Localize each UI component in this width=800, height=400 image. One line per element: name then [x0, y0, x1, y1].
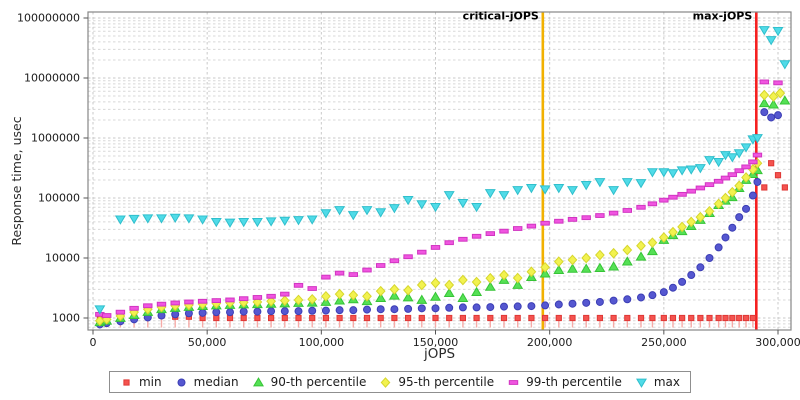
- y-tick-label: 100000: [38, 192, 80, 205]
- p90-marker-icon: [252, 376, 264, 386]
- legend-label: 99-th percentile: [526, 375, 622, 389]
- x-tick-label: 300,000: [755, 336, 800, 349]
- legend-label: 90-th percentile: [270, 375, 367, 389]
- legend-label: median: [193, 375, 239, 389]
- x-tick-label: 100,000: [299, 336, 345, 349]
- series-p95: [94, 87, 786, 327]
- axes: 0 50,000 100,000 150,000 200,000 250,000 300,0…: [17, 12, 800, 350]
- y-axis-title: Response time, usec: [9, 116, 24, 246]
- y-tick-label: 100000000: [17, 12, 80, 25]
- legend-item-max: max: [635, 375, 680, 389]
- series-median: [95, 108, 782, 329]
- x-tick-label: 50,000: [188, 336, 227, 349]
- max-marker-icon: [635, 378, 647, 388]
- legend-label: 95-th percentile: [398, 375, 495, 389]
- y-tick-label: 1000: [52, 312, 80, 325]
- p99-marker-icon: [508, 379, 519, 385]
- series-p99: [95, 79, 783, 318]
- legend-row: min median 90-th percentile 95-th percentil…: [0, 371, 800, 393]
- legend: min median 90-th percentile 95-th percentil…: [108, 371, 692, 393]
- legend-label: min: [138, 375, 162, 389]
- x-tick-label: 200,000: [527, 336, 573, 349]
- plot-frame: [87, 11, 792, 331]
- y-tick-label: 1000000: [31, 132, 80, 145]
- p95-marker-icon: [380, 376, 391, 388]
- critical-jops-label: critical-jOPS: [463, 10, 539, 23]
- min-marker-icon: [123, 378, 130, 386]
- legend-item-p95: 95-th percentile: [379, 375, 494, 389]
- legend-item-median: median: [175, 375, 239, 389]
- legend-item-p99: 99-th percentile: [507, 375, 622, 389]
- y-tick-label: 10000: [45, 252, 80, 265]
- legend-item-min: min: [120, 375, 162, 389]
- legend-item-p90: 90-th percentile: [252, 375, 367, 389]
- x-tick-label: 0: [90, 336, 97, 349]
- x-axis-title: jOPS: [423, 346, 456, 362]
- x-tick-label: 250,000: [641, 336, 687, 349]
- max-jops-label: max-jOPS: [693, 10, 753, 23]
- y-tick-label: 10000000: [24, 72, 80, 85]
- x-tick-label: 150,000: [413, 336, 459, 349]
- series-max: [94, 26, 791, 315]
- median-marker-icon: [177, 378, 186, 386]
- legend-label: max: [653, 375, 681, 389]
